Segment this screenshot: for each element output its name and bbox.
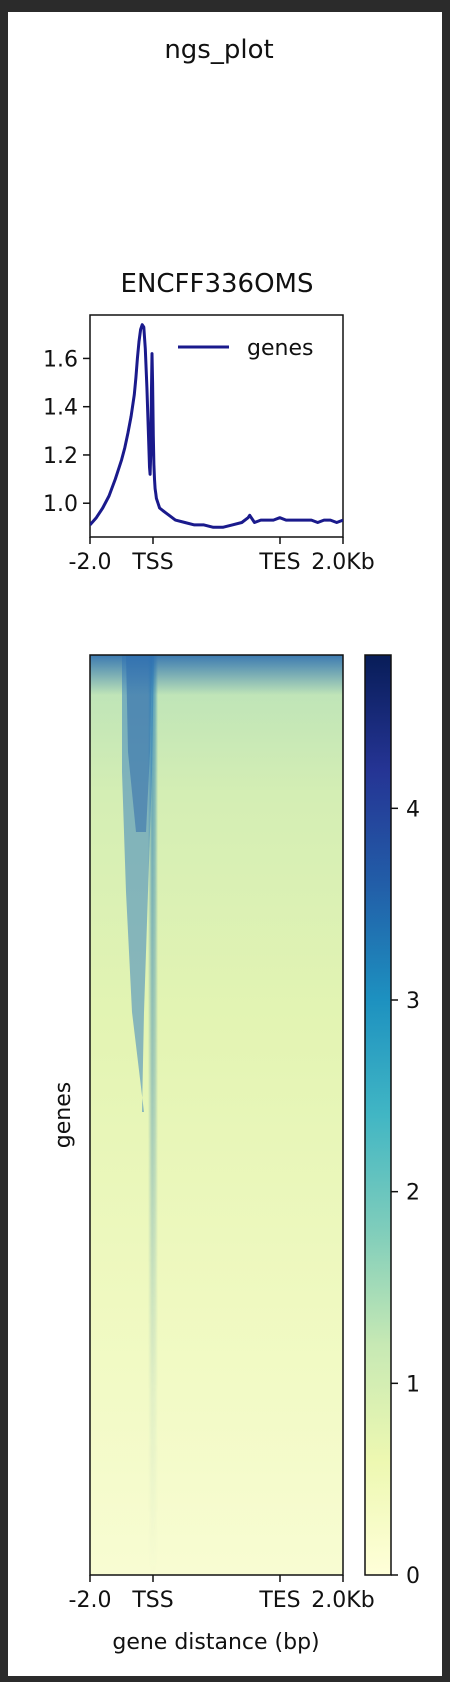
ngs-plot-figure: ngs_plot ENCFF336OMS 1.0 1.2 1.4 1.6 -2.0 TS… bbox=[43, 35, 420, 1655]
figure-title: ngs_plot bbox=[164, 35, 273, 65]
heatmap-xtick-label: TES bbox=[258, 1588, 300, 1613]
heatmap-xtick-label: -2.0 bbox=[69, 1588, 112, 1613]
heatmap-xlabel: gene distance (bp) bbox=[112, 1630, 319, 1655]
heatmap-xtick-label: TSS bbox=[131, 1588, 173, 1613]
heatmap-upstream-signal bbox=[122, 655, 154, 1112]
figure-canvas: ngs_plot ENCFF336OMS 1.0 1.2 1.4 1.6 -2.0 TS… bbox=[8, 12, 442, 1676]
colorbar-tick-label: 2 bbox=[406, 1181, 420, 1206]
heatmap-top-band bbox=[90, 655, 343, 695]
heatmap-plot: -2.0 TSS TES 2.0Kb gene distance (bp) genes bbox=[51, 654, 375, 1655]
profile-ytick-label: 1.6 bbox=[43, 347, 78, 372]
heatmap-axes-frame bbox=[89, 654, 344, 1576]
profile-series-line bbox=[90, 323, 343, 529]
profile-axes-frame bbox=[89, 314, 344, 538]
profile-ytick-label: 1.4 bbox=[43, 396, 78, 421]
heatmap-xtick-label: 2.0Kb bbox=[311, 1588, 374, 1613]
profile-plot: 1.0 1.2 1.4 1.6 -2.0 TSS TES 2.0Kb genes bbox=[43, 314, 375, 575]
profile-legend: genes bbox=[178, 336, 313, 361]
profile-xtick-label: TSS bbox=[131, 550, 173, 575]
profile-xtick-label: -2.0 bbox=[69, 550, 112, 575]
legend-label-genes: genes bbox=[247, 336, 313, 361]
profile-title: ENCFF336OMS bbox=[121, 269, 314, 299]
heatmap-tss-band bbox=[148, 655, 158, 1575]
profile-xtick-label: 2.0Kb bbox=[311, 550, 374, 575]
profile-xtick-label: TES bbox=[258, 550, 300, 575]
colorbar-tick-label: 4 bbox=[406, 797, 420, 822]
profile-ytick-label: 1.0 bbox=[43, 492, 78, 517]
colorbar-gradient bbox=[364, 654, 392, 1576]
colorbar-tick-label: 0 bbox=[406, 1564, 420, 1589]
colorbar-tick-label: 1 bbox=[406, 1372, 420, 1397]
colorbar-tick-label: 3 bbox=[406, 989, 420, 1014]
heatmap-colorbar: 0 1 2 3 4 bbox=[364, 654, 420, 1589]
heatmap-ylabel: genes bbox=[51, 1082, 76, 1148]
profile-ytick-label: 1.2 bbox=[43, 444, 78, 469]
